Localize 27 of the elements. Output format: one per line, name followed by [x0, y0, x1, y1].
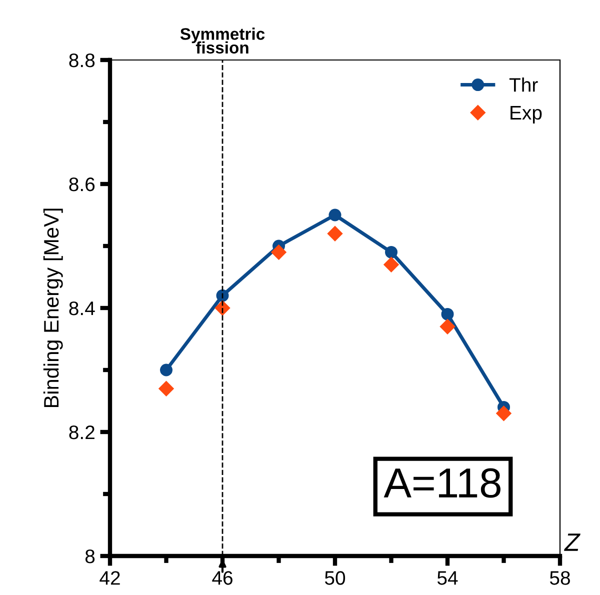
y-tick-label: 8.8: [69, 53, 95, 68]
point: [158, 381, 174, 396]
point: [384, 257, 399, 272]
ref-line-label: Symmetric fission: [180, 28, 265, 54]
x-axis-title: Z: [564, 534, 580, 551]
point: [271, 244, 286, 260]
y-tick-label: 8.6: [69, 177, 95, 192]
x-tick-label: 50: [324, 571, 346, 585]
y-tick-label: 8.2: [69, 425, 94, 440]
point: [441, 308, 454, 320]
point: [440, 319, 456, 334]
x-tick-label: 46: [212, 571, 232, 585]
legend-label: Exp: [510, 106, 542, 124]
y-axis-title: Binding Energy [MeV]: [43, 208, 63, 408]
point: [328, 208, 342, 222]
legend-label: Thr: [509, 78, 538, 92]
y-tick-label: 8.4: [69, 301, 95, 316]
x-tick-label: 58: [550, 571, 570, 585]
point: [214, 300, 230, 316]
point: [327, 226, 343, 242]
y-tick-label: 8: [85, 549, 95, 564]
point: [160, 364, 172, 376]
point: [385, 246, 398, 258]
point: [496, 406, 512, 421]
x-tick-label: 42: [100, 571, 120, 585]
annotation: A=118: [384, 468, 500, 498]
x-tick-label: 54: [437, 571, 458, 585]
